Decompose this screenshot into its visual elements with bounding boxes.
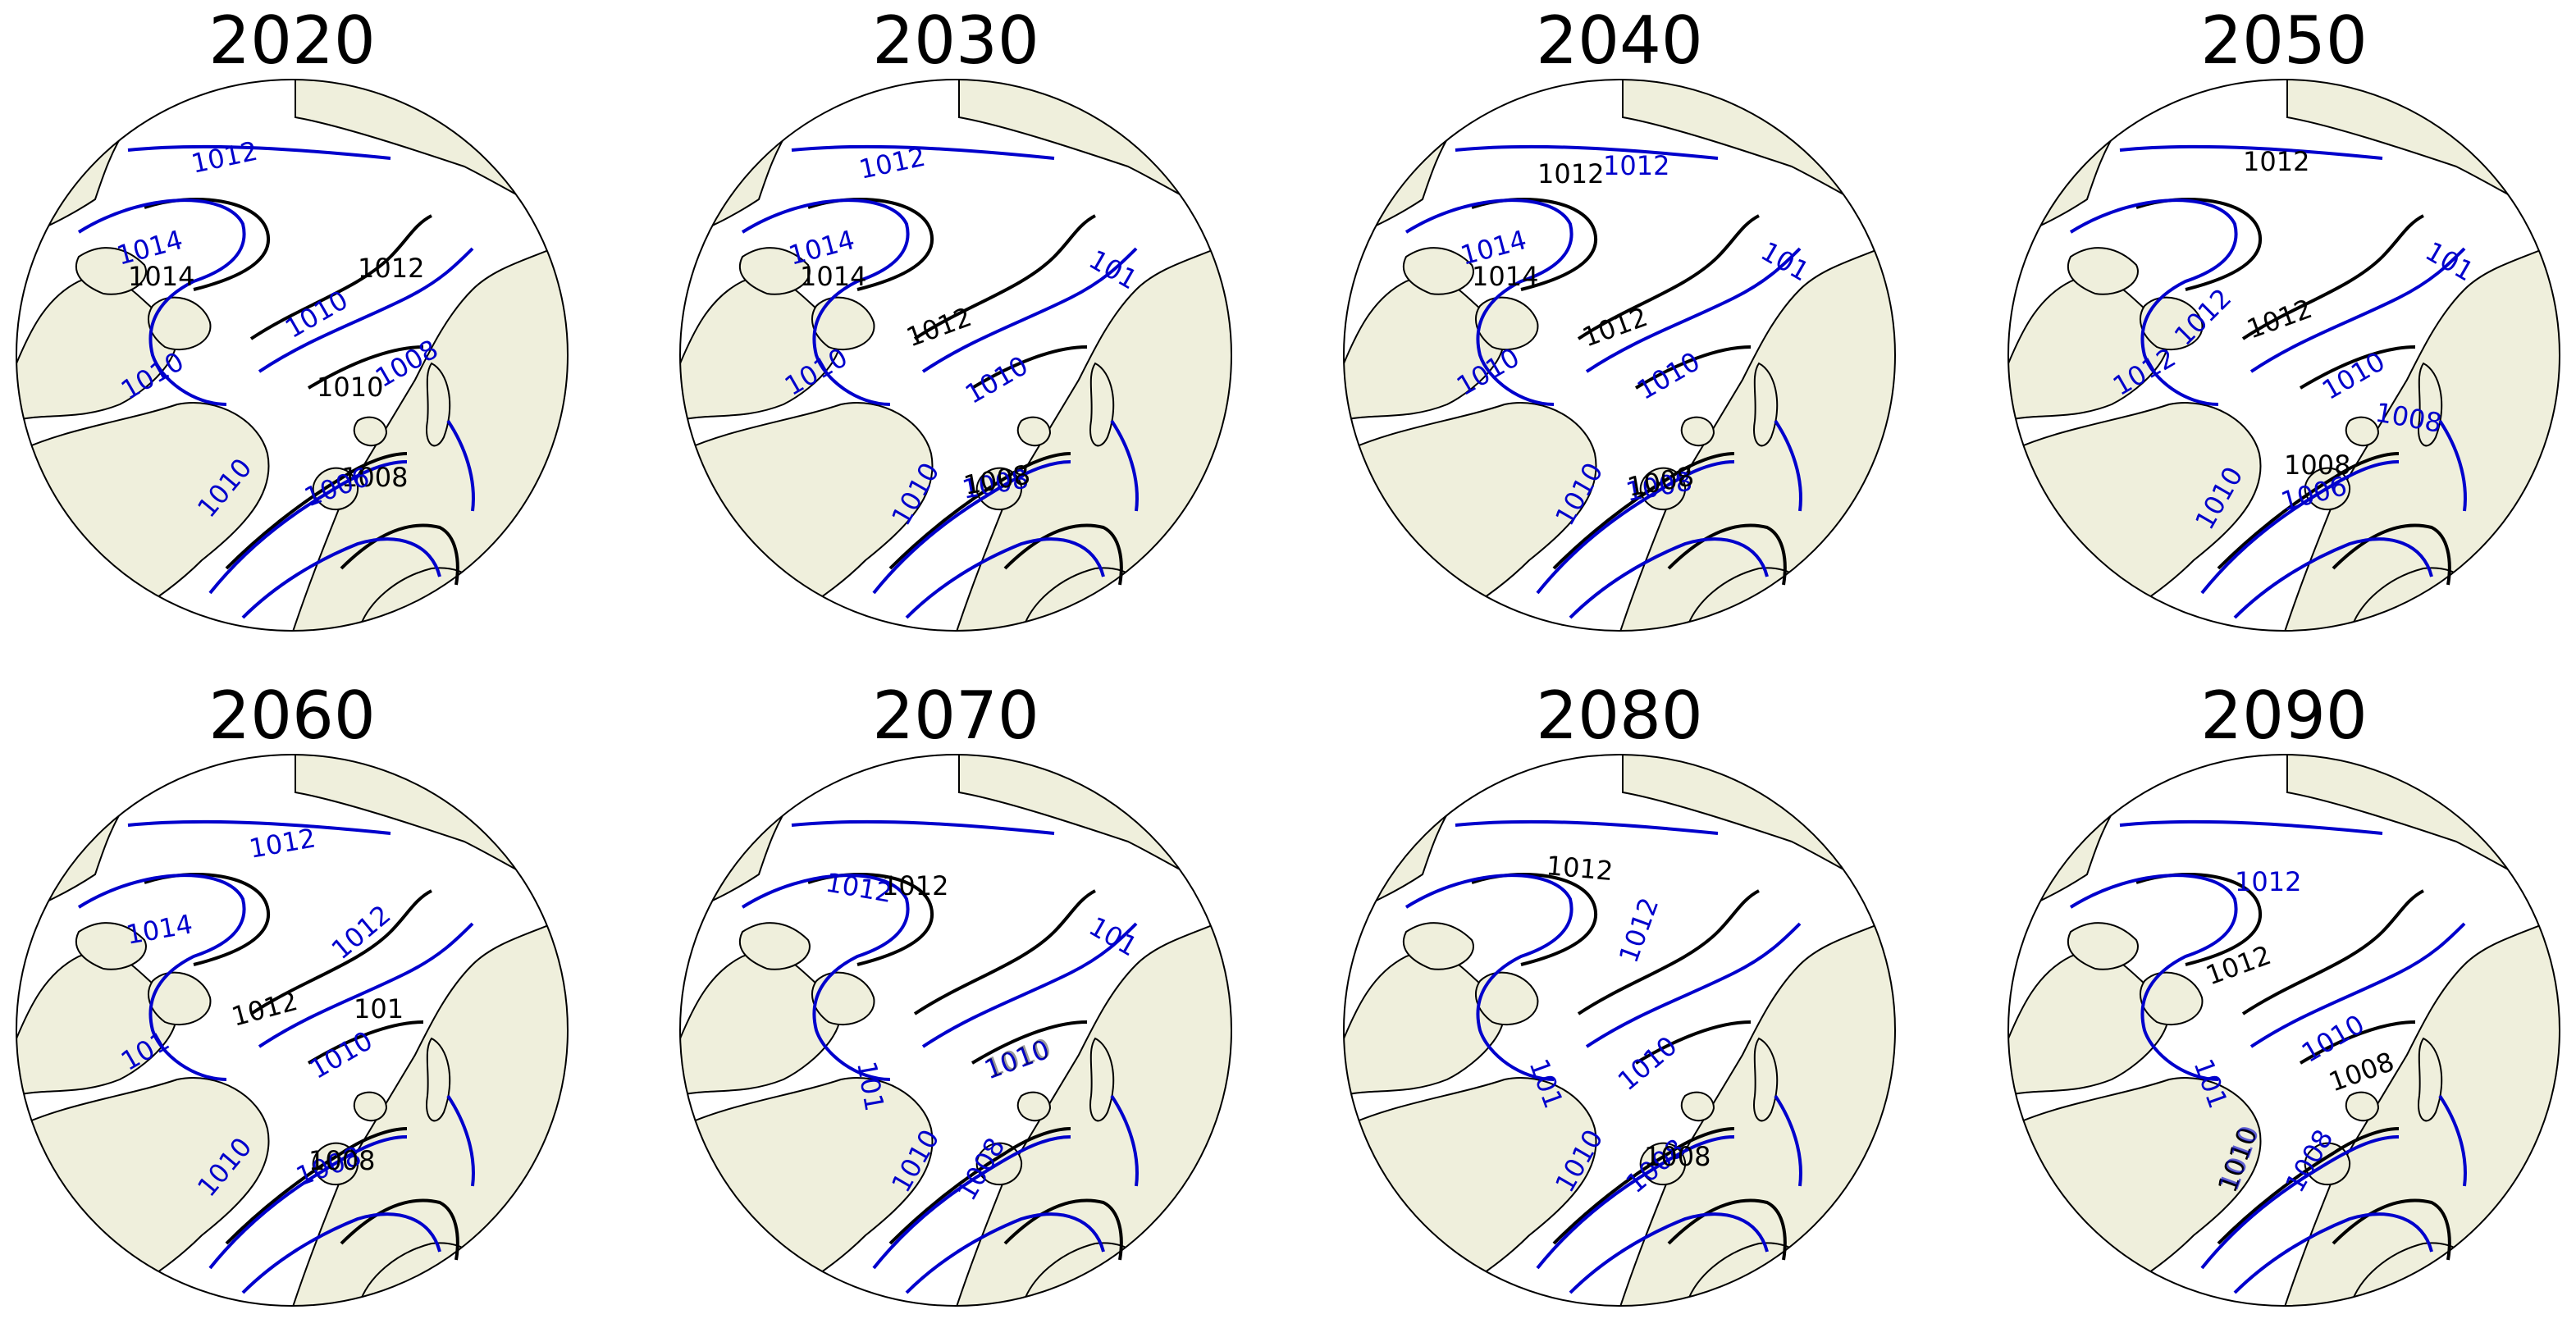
- panel-title: 2030: [872, 2, 1039, 79]
- panel-title: 2070: [872, 678, 1039, 754]
- arctic-basemap: [1341, 751, 1898, 1309]
- arctic-basemap: [677, 76, 1235, 634]
- arctic-basemap: [677, 751, 1235, 1309]
- contour-label: 1012: [1537, 158, 1604, 189]
- panel-2070: 2070 1012 1012 101 1010 1010 1010 1008 1…: [677, 678, 1235, 1309]
- contour-label: 1014: [128, 261, 194, 292]
- contour-label: 1014: [1472, 261, 1538, 292]
- contour-label: 1012: [2243, 146, 2309, 177]
- contour-label: 1012: [358, 253, 424, 284]
- contour-label: 1014: [800, 261, 866, 292]
- contour-label: 1012: [1545, 850, 1614, 887]
- contour-label: 1012: [2235, 866, 2301, 897]
- panel-title: 2020: [208, 2, 376, 79]
- contour-label: 1010: [317, 372, 383, 403]
- panel-2020: 2020 1012 1014 1014 1012 1010 1010 1008 …: [13, 2, 571, 634]
- panel-title: 2080: [1536, 678, 1703, 754]
- contour-label: 1008: [308, 1145, 375, 1176]
- panel-2090: 2090 1012 1012 1010 1008 1010 1008 1010 …: [2005, 678, 2563, 1309]
- panel-title: 2050: [2200, 2, 2368, 79]
- panel-2080: 2080 1012 1012 1010 1010 1008 1008 101: [1341, 678, 1898, 1309]
- arctic-basemap: [13, 76, 571, 634]
- panel-title: 2040: [1536, 2, 1703, 79]
- contour-label: 1012: [1603, 150, 1669, 181]
- contour-label: 1012: [882, 870, 948, 901]
- contour-label: 1008: [1644, 1141, 1710, 1172]
- contour-label: 1008: [2284, 450, 2350, 481]
- panel-2030: 2030 1012 1014 1014 1012 1010 1010 1008 …: [677, 2, 1235, 634]
- panel-title: 2060: [208, 678, 376, 754]
- panel-2060: 2060 1012 1014 1012 1012 101 1010 1010 1…: [13, 678, 571, 1309]
- panel-title: 2090: [2200, 678, 2368, 754]
- contour-label: 1008: [341, 462, 408, 493]
- panel-2050: 2050 1012 1012 1012 1010 1008 1008 1010 …: [2005, 2, 2563, 634]
- arctic-basemap: [2005, 751, 2563, 1309]
- contour-label: 101: [354, 993, 404, 1025]
- panel-2040: 2040 1012 1012 1014 1014 1012 1010 1010 …: [1341, 2, 1898, 634]
